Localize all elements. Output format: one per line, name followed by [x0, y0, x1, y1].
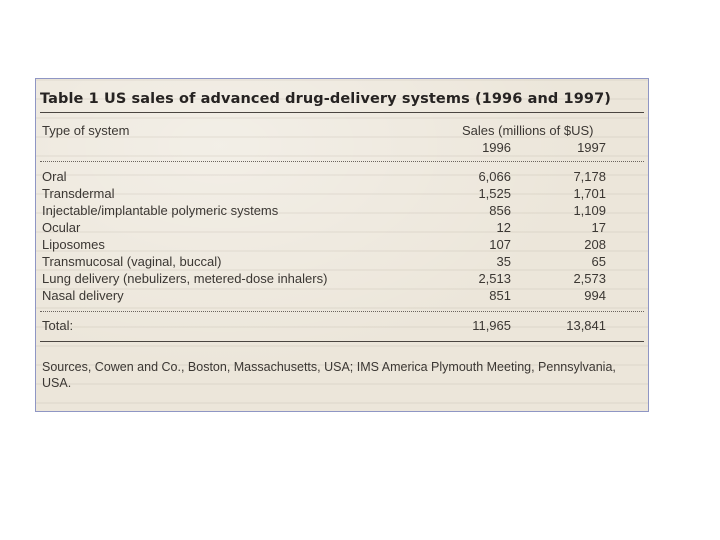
row-value-1997: 994 [584, 288, 606, 303]
row-value-1996: 2,513 [478, 271, 511, 286]
header-rule [40, 161, 644, 162]
row-label: Ocular [42, 220, 81, 235]
row-label: Transmucosal (vaginal, buccal) [42, 254, 222, 269]
row-label: Liposomes [42, 237, 105, 252]
year-1997-header: 1997 [577, 140, 606, 155]
row-label: Injectable/implantable polymeric systems [42, 203, 279, 218]
table-title: Table 1 US sales of advanced drug-delive… [40, 91, 611, 107]
total-value-1997: 13,841 [566, 318, 606, 333]
row-value-1997: 7,178 [573, 169, 606, 184]
row-label: Nasal delivery [42, 288, 124, 303]
row-label: Oral [42, 169, 67, 184]
row-value-1997: 1,701 [573, 186, 606, 201]
type-column-header: Type of system [42, 123, 130, 138]
total-bottom-rule [40, 341, 644, 342]
year-1996-header: 1996 [482, 140, 511, 155]
title-rule [40, 112, 644, 113]
row-value-1997: 1,109 [573, 203, 606, 218]
row-value-1996: 12 [496, 220, 511, 235]
sales-column-header: Sales (millions of $US) [462, 123, 594, 138]
row-value-1996: 107 [489, 237, 511, 252]
row-value-1997: 65 [591, 254, 606, 269]
total-value-1996: 11,965 [472, 318, 511, 333]
row-label: Lung delivery (nebulizers, metered-dose … [42, 271, 328, 286]
row-label: Transdermal [42, 186, 115, 201]
row-value-1996: 851 [489, 288, 511, 303]
total-label: Total: [42, 318, 74, 333]
row-value-1996: 1,525 [478, 186, 511, 201]
table-sources: Sources, Cowen and Co., Boston, Massachu… [42, 360, 616, 390]
row-value-1996: 35 [496, 254, 511, 269]
row-value-1997: 17 [591, 220, 606, 235]
row-value-1997: 2,573 [573, 271, 606, 286]
table-figure: Table 1 US sales of advanced drug-delive… [35, 78, 649, 412]
row-value-1996: 6,066 [478, 169, 511, 184]
row-value-1997: 208 [584, 237, 606, 252]
total-rule [40, 311, 644, 312]
row-value-1996: 856 [489, 203, 511, 218]
